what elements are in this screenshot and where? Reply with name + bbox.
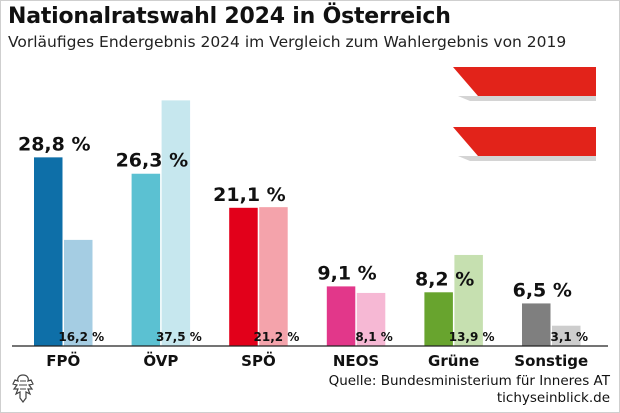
bar-2019 bbox=[64, 239, 93, 346]
value-label-2019: 16,2 % bbox=[58, 330, 104, 344]
bar-2019 bbox=[356, 292, 386, 346]
source-line: Quelle: Bundesministerium für Inneres AT bbox=[328, 373, 610, 389]
bars-group bbox=[34, 100, 581, 346]
value-label-2024: 8,2 % bbox=[415, 268, 474, 290]
value-label-2019: 3,1 % bbox=[551, 330, 588, 344]
flag-stripe-shadow bbox=[458, 96, 596, 101]
website-line: tichyseinblick.de bbox=[496, 390, 610, 406]
bar-2024 bbox=[522, 303, 551, 346]
labels-group: 28,8 % 16,2 % FPÖ 26,3 % 37,5 % ÖVP 21,1 % 21,2… bbox=[18, 133, 588, 370]
bar-2024 bbox=[424, 292, 453, 346]
bar-2019 bbox=[161, 100, 191, 346]
bar-2024 bbox=[34, 157, 63, 346]
flag-red-stripe bbox=[453, 127, 596, 156]
eagle-emblem-icon bbox=[12, 374, 34, 403]
chart-subtitle: Vorläufiges Endergebnis 2024 im Vergleic… bbox=[8, 33, 567, 51]
value-label-2019: 8,1 % bbox=[355, 330, 392, 344]
value-label-2019: 13,9 % bbox=[449, 330, 495, 344]
flag-stripe-shadow bbox=[458, 156, 596, 161]
flag-red-stripe bbox=[453, 67, 596, 96]
bar-2019 bbox=[552, 325, 581, 346]
category-label: Sonstige bbox=[514, 352, 588, 370]
source-note: Quelle: Bundesministerium für Inneres AT… bbox=[329, 373, 610, 407]
category-label: SPÖ bbox=[241, 351, 276, 370]
value-label-2019: 21,2 % bbox=[254, 330, 300, 344]
category-label: NEOS bbox=[333, 352, 379, 370]
bar-2024 bbox=[326, 286, 356, 346]
chart-title: Nationalratswahl 2024 in Österreich bbox=[8, 4, 451, 29]
bar-2024 bbox=[131, 173, 161, 346]
bar-2019 bbox=[454, 254, 483, 346]
value-label-2024: 9,1 % bbox=[317, 262, 376, 284]
value-label-2024: 6,5 % bbox=[513, 279, 572, 301]
category-label: Grüne bbox=[428, 352, 479, 370]
value-label-2019: 37,5 % bbox=[156, 330, 202, 344]
austria-flag-icon bbox=[453, 67, 596, 161]
category-label: ÖVP bbox=[143, 351, 178, 370]
bar-2024 bbox=[229, 207, 258, 346]
bar-2019 bbox=[259, 207, 288, 346]
value-label-2024: 26,3 % bbox=[116, 150, 189, 172]
value-label-2024: 28,8 % bbox=[18, 133, 91, 155]
category-label: FPÖ bbox=[46, 351, 80, 370]
value-label-2024: 21,1 % bbox=[213, 184, 286, 206]
